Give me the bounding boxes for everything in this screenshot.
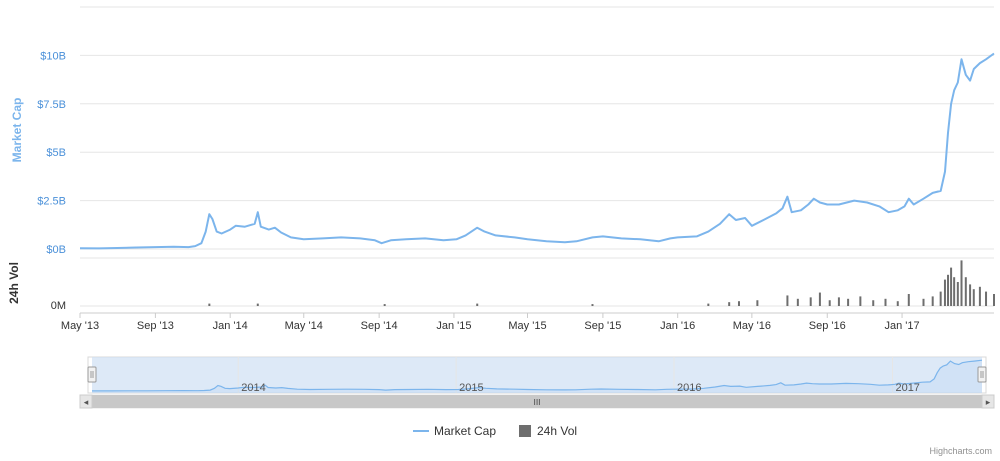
volume-bar [956,282,959,306]
volume-bar [896,301,899,306]
volume-bar [960,260,963,306]
navigator-tick-label: 2015 [459,382,483,394]
market-cap-line [79,52,995,250]
volume-bar [809,297,812,306]
volume-bar [931,296,934,306]
x-tick-label: May '14 [285,320,323,332]
market-cap-series [79,52,995,250]
volume-series [208,260,995,306]
volume-bar [591,304,594,306]
x-tick-label: May '13 [61,320,99,332]
x-tick-label: Jan '17 [884,320,919,332]
volume-bar [947,274,950,306]
x-tick-label: May '15 [508,320,546,332]
navigator-left-handle[interactable] [87,366,97,383]
navigator-selected-range[interactable] [92,357,982,393]
x-tick-label: Sep '14 [361,320,398,332]
volume-bar [728,302,731,306]
volume-bar [476,303,479,306]
x-tick-label: Jan '15 [436,320,471,332]
x-axis-ticks: May '13 Sep '13 Jan '14 May '14 Sep '14 Jan '… [61,313,920,332]
volume-bar [993,294,995,306]
navigator-tick-label: 2014 [241,382,265,394]
volume-bar [922,298,925,306]
scrollbar-left-arrow-icon: ◂ [84,398,89,408]
volume-bar [978,286,981,306]
x-tick-label: May '16 [733,320,771,332]
scrollbar-right-button[interactable] [981,394,995,409]
navigator-series [92,359,983,393]
volume-bar [953,277,956,306]
volume-bar [884,298,887,306]
scrollbar-grip-icon: III [533,398,540,407]
volume-bar [939,291,942,306]
volume-bar [796,298,799,306]
navigator[interactable]: 2014 2015 2016 2017 [87,356,987,394]
volume-y-axis-title: 24h Vol [7,262,21,304]
volume-bar [818,292,821,306]
market-cap-y-axis-title: Market Cap [10,98,24,163]
volume-bar [969,284,972,306]
grid-lines [80,6,994,307]
volume-y-tick-label: 0M [51,300,66,312]
scrollbar[interactable]: ◂ ▸ III [79,394,995,409]
market-cap-y-tick-label: $10B [40,50,66,62]
volume-bar [786,295,789,306]
x-tick-label: Jan '14 [213,320,248,332]
volume-bar [964,277,967,306]
x-tick-label: Sep '16 [809,320,846,332]
legend: Market Cap 24h Vol [413,424,577,438]
volume-bar [256,303,259,306]
volume-bar [985,291,988,306]
navigator-right-handle[interactable] [977,366,987,383]
volume-bar [847,298,850,306]
navigator-area [92,360,982,393]
volume-bar [828,300,831,306]
navigator-grid [237,357,893,393]
navigator-tick-label: 2016 [677,382,701,394]
volume-bar [859,296,862,306]
x-tick-label: Sep '13 [137,320,174,332]
legend-square-icon [519,425,531,437]
volume-bar [208,303,211,306]
scrollbar-thumb[interactable] [92,395,982,408]
volume-bar [756,300,759,306]
navigator-ticks: 2014 2015 2016 2017 [241,382,920,394]
volume-bar [907,294,910,306]
volume-bar [837,297,840,306]
legend-label-market-cap: Market Cap [434,424,496,438]
volume-bar [943,279,946,306]
navigator-line [92,359,983,392]
legend-item-volume[interactable]: 24h Vol [519,424,577,438]
legend-item-market-cap[interactable]: Market Cap [413,424,496,438]
market-cap-y-tick-label: $2.5B [37,196,66,208]
volume-bar [950,267,953,306]
volume-bar [383,304,386,306]
scrollbar-left-button[interactable] [79,394,93,409]
volume-bar [872,300,875,306]
x-tick-label: Jan '16 [660,320,695,332]
navigator-tick-label: 2017 [895,382,919,394]
market-cap-y-tick-label: $7.5B [37,99,66,111]
market-cap-y-tick-label: $5B [46,147,66,159]
scrollbar-right-arrow-icon: ▸ [986,398,991,408]
market-cap-y-tick-label: $0B [46,244,66,256]
volume-bar [737,301,740,306]
volume-bar [972,289,975,306]
volume-bar [707,303,710,306]
x-tick-label: Sep '15 [584,320,621,332]
credits-link[interactable]: Highcharts.com [929,446,992,456]
market-cap-y-ticks: $0B $2.5B $5B $7.5B $10B [37,50,66,256]
legend-label-volume: 24h Vol [537,424,577,438]
